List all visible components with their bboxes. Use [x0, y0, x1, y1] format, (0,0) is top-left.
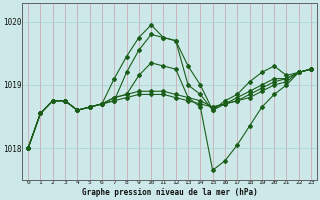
X-axis label: Graphe pression niveau de la mer (hPa): Graphe pression niveau de la mer (hPa) — [82, 188, 258, 197]
